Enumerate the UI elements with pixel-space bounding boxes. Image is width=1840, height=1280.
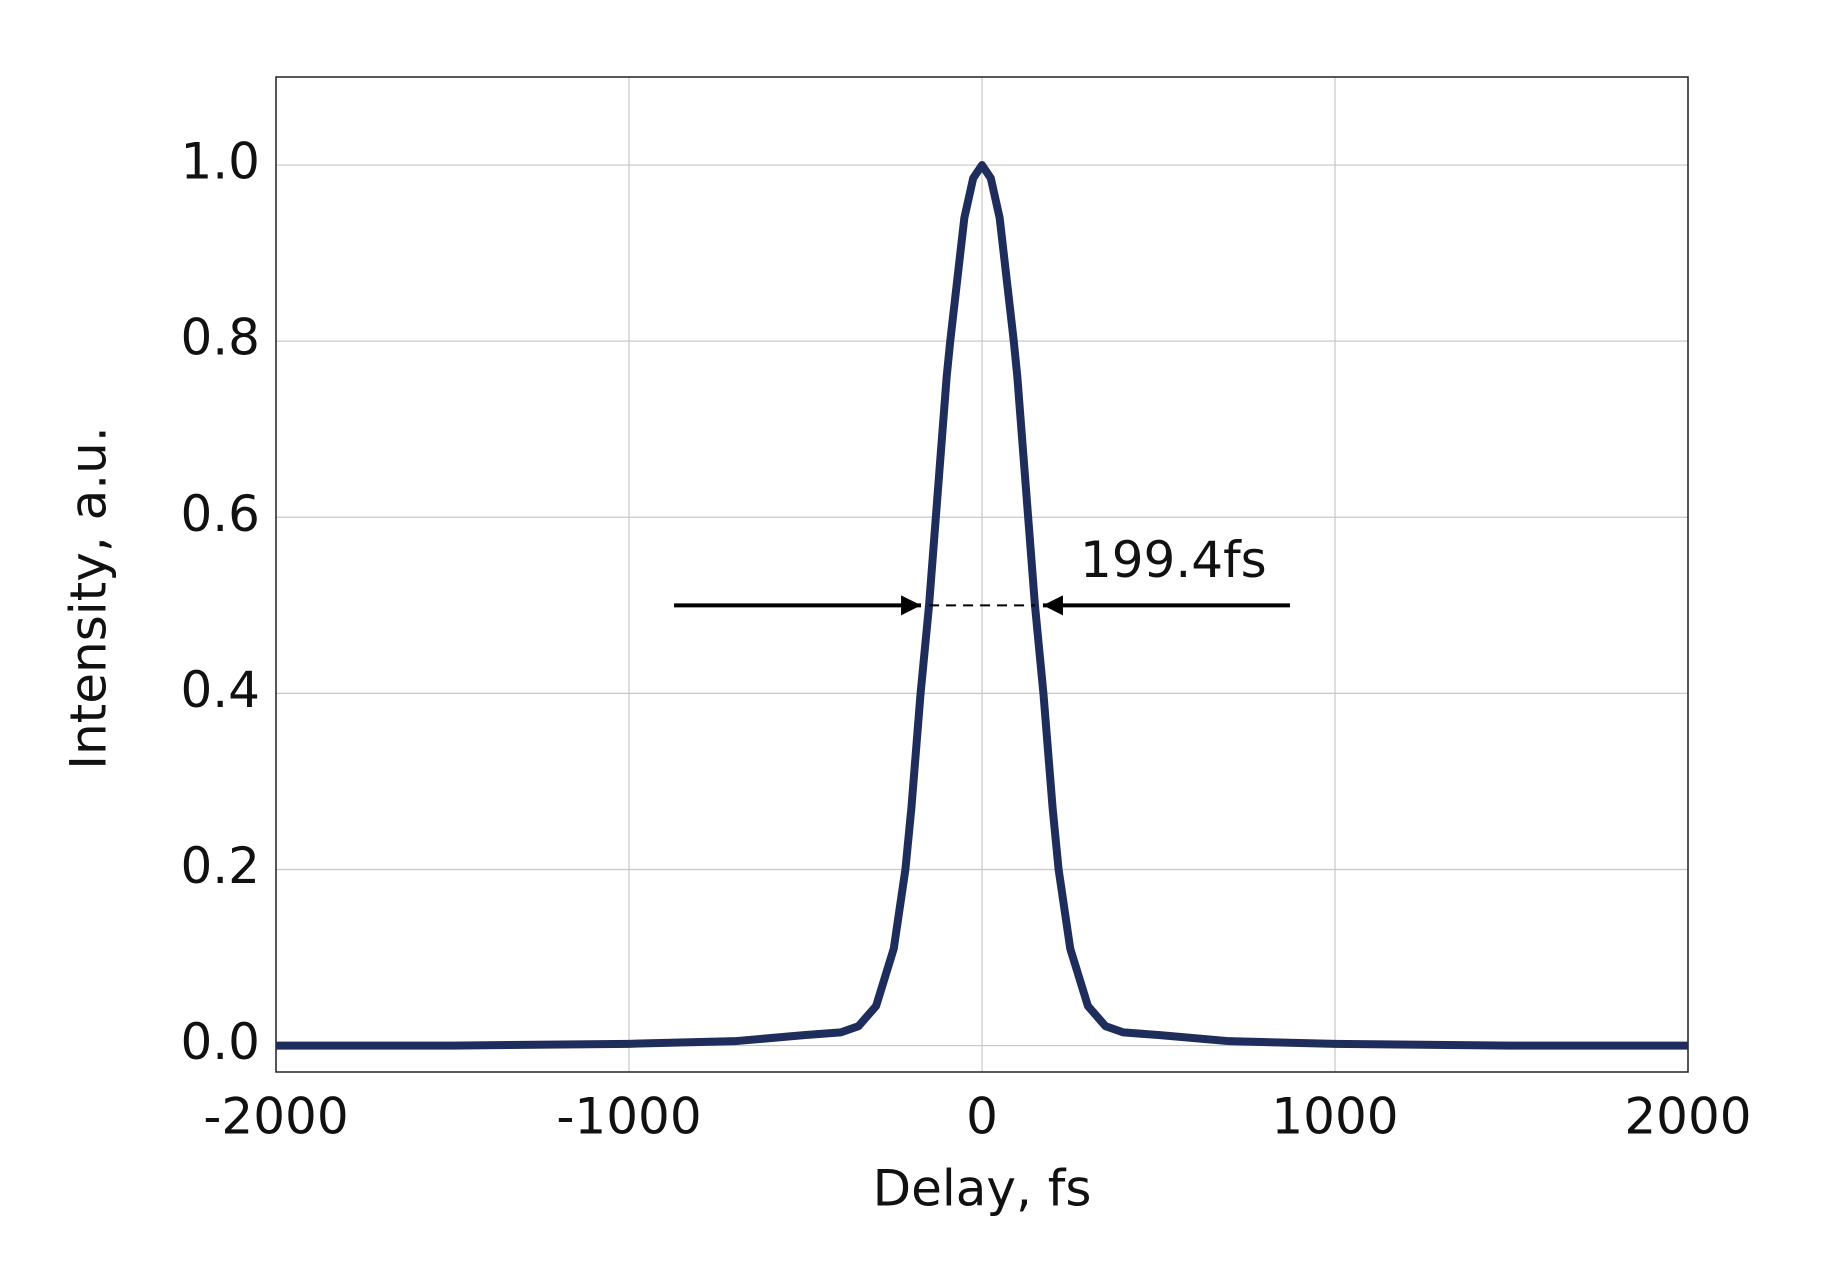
x-tick-label: -1000 xyxy=(556,1088,701,1146)
y-tick-label: 0.6 xyxy=(180,485,260,543)
plot-frame xyxy=(275,76,1689,1073)
x-tick-label: -2000 xyxy=(203,1088,348,1146)
y-tick-label: 1.0 xyxy=(180,133,260,191)
annotation-label: 199.4fs xyxy=(1080,531,1267,589)
data-line xyxy=(276,161,1688,1050)
y-axis-label: Intensity, a.u. xyxy=(60,426,118,770)
y-tick-label: 0.2 xyxy=(180,837,260,895)
x-tick-label: 0 xyxy=(966,1088,998,1146)
y-tick-label: 0.4 xyxy=(180,661,260,719)
x-axis-label: Delay, fs xyxy=(873,1160,1092,1218)
y-tick-label: 0.0 xyxy=(180,1013,260,1071)
x-tick-label: 2000 xyxy=(1624,1088,1751,1146)
y-tick-label: 0.8 xyxy=(180,309,260,367)
x-tick-label: 1000 xyxy=(1271,1088,1398,1146)
